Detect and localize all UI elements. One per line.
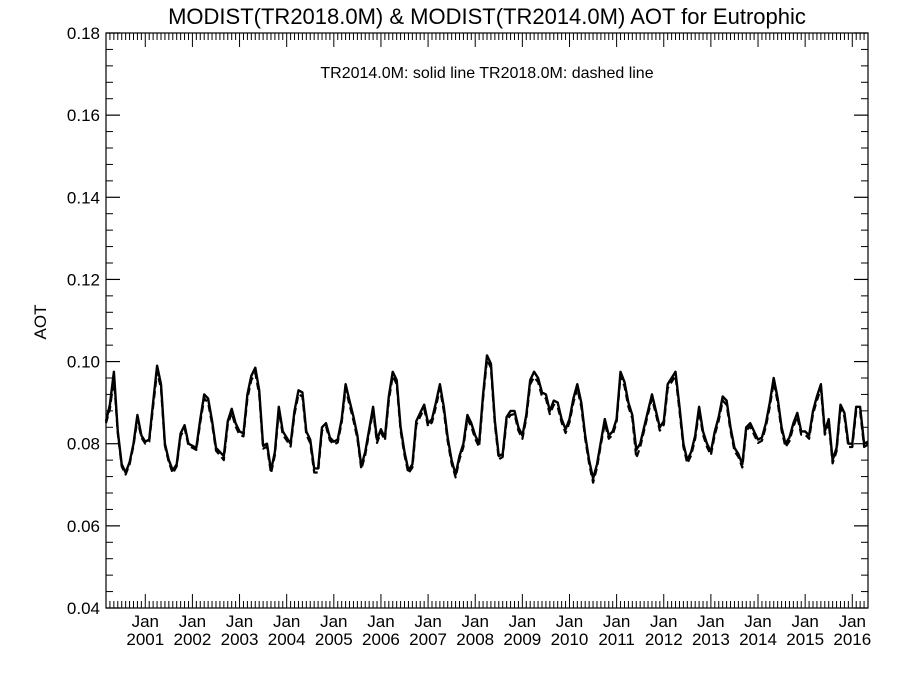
y-axis-label: AOT: [31, 305, 50, 340]
x-tick-month-label: Jan: [320, 612, 347, 631]
x-tick-year-label: 2008: [456, 630, 494, 649]
x-tick-year-label: 2009: [503, 630, 541, 649]
plot-frame: [105, 32, 869, 609]
x-tick-month-label: Jan: [744, 612, 771, 631]
x-tick-month-label: Jan: [791, 612, 818, 631]
y-tick-label: 0.18: [67, 24, 100, 43]
x-tick-month-label: Jan: [273, 612, 300, 631]
x-tick-year-label: 2004: [268, 630, 306, 649]
y-tick-label: 0.10: [67, 353, 100, 372]
x-tick-year-label: 2006: [362, 630, 400, 649]
y-tick-label: 0.16: [67, 106, 100, 125]
y-tick-label: 0.04: [67, 599, 100, 618]
x-tick-year-label: 2012: [645, 630, 683, 649]
x-tick-year-label: 2014: [739, 630, 777, 649]
x-tick-month-label: Jan: [839, 612, 866, 631]
x-tick-month-label: Jan: [603, 612, 630, 631]
y-axis: 0.04 0.06 0.08 0.10 0.12 0.14 0.16 0.18: [67, 24, 868, 618]
x-tick-month-label: Jan: [367, 612, 394, 631]
x-tick-year-label: 2011: [598, 630, 635, 649]
x-tick-year-label: 2002: [173, 630, 211, 649]
series-line-tr2014-0m: [104, 354, 869, 480]
x-tick-year-label: 2015: [786, 630, 824, 649]
x-tick-month-label: Jan: [132, 612, 159, 631]
series-line-tr2018-0m: [104, 358, 869, 484]
x-tick-month-label: Jan: [179, 612, 206, 631]
chart-title: MODIST(TR2018.0M) & MODIST(TR2014.0M) AO…: [168, 4, 806, 29]
y-tick-label: 0.06: [67, 517, 100, 536]
x-tick-year-label: 2003: [221, 630, 259, 649]
x-tick-month-label: Jan: [650, 612, 677, 631]
chart-annotation: TR2014.0M: solid line TR2018.0M: dashed …: [320, 65, 653, 82]
y-tick-label: 0.12: [67, 270, 100, 289]
x-tick-month-label: Jan: [414, 612, 441, 631]
x-tick-year-label: 2016: [833, 630, 871, 649]
x-tick-month-label: Jan: [226, 612, 253, 631]
x-tick-month-label: Jan: [509, 612, 536, 631]
y-tick-label: 0.14: [67, 188, 100, 207]
y-tick-label: 0.08: [67, 435, 100, 454]
x-tick-month-label: Jan: [462, 612, 489, 631]
x-tick-year-label: 2001: [126, 630, 164, 649]
x-tick-year-label: 2007: [409, 630, 447, 649]
x-tick-month-label: Jan: [697, 612, 724, 631]
series-layer: [104, 354, 869, 484]
x-tick-year-label: 2010: [551, 630, 589, 649]
x-axis: Jan2001Jan2002Jan2003Jan2004Jan2005Jan20…: [109, 33, 871, 649]
x-tick-year-label: 2005: [315, 630, 353, 649]
x-tick-year-label: 2013: [692, 630, 730, 649]
x-tick-month-label: Jan: [556, 612, 583, 631]
